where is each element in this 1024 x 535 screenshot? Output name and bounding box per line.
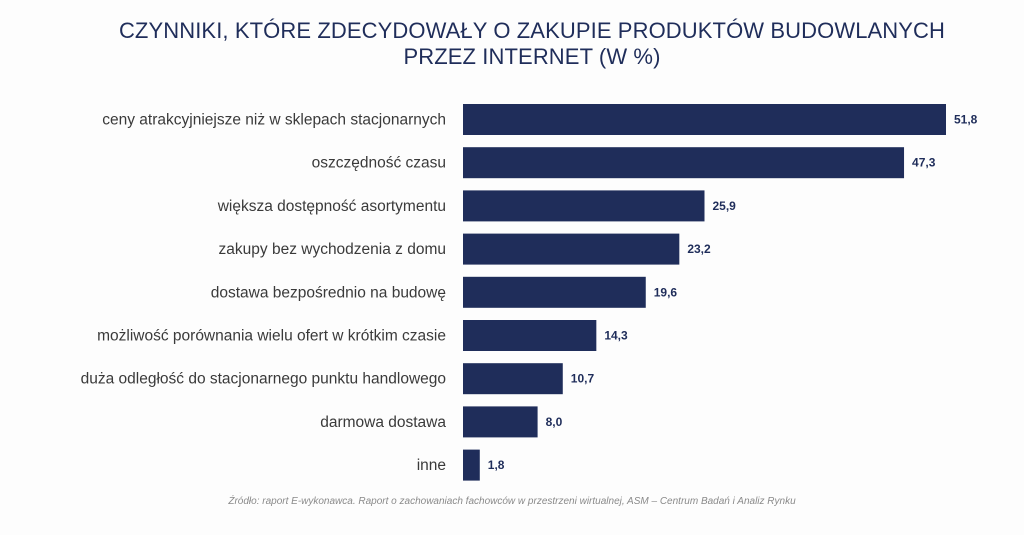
bar [463, 233, 680, 265]
category-label: duża odległość do stacjonarnego punktu h… [81, 371, 446, 388]
bar [463, 449, 480, 481]
value-label: 1,8 [488, 458, 505, 472]
category-label: możliwość porównania wielu ofert w krótk… [97, 328, 446, 345]
bar [463, 147, 905, 179]
bar [463, 190, 705, 222]
category-label: darmowa dostawa [320, 414, 446, 431]
bar [463, 276, 646, 308]
chart-title-line-1: CZYNNIKI, KTÓRE ZDECYDOWAŁY O ZAKUPIE PR… [118, 18, 946, 43]
category-label: inne [417, 457, 446, 474]
bar [463, 320, 597, 351]
category-label: oszczędność czasu [312, 155, 446, 172]
value-label: 10,7 [571, 372, 595, 386]
value-label: 51,8 [954, 113, 978, 127]
chart-title: CZYNNIKI, KTÓRE ZDECYDOWAŁY O ZAKUPIE PR… [40, 18, 1024, 70]
bar [463, 406, 538, 438]
category-label: większa dostępność asortymentu [217, 198, 446, 215]
value-label: 25,9 [713, 199, 737, 213]
value-label: 23,2 [687, 242, 711, 256]
source-note: Źródło: raport E-wykonawca. Raport o zac… [228, 496, 796, 507]
bar [463, 104, 946, 135]
bar [463, 363, 563, 395]
value-label: 14,3 [604, 329, 628, 343]
chart-title-line-2: PRZEZ INTERNET (W %) [403, 44, 661, 69]
category-label: dostawa bezpośrednio na budowę [211, 284, 446, 301]
category-label: ceny atrakcyjniejsze niż w sklepach stac… [102, 112, 446, 129]
value-label: 8,0 [546, 415, 563, 429]
value-label: 19,6 [654, 285, 678, 299]
value-label: 47,3 [912, 156, 936, 170]
category-label: zakupy bez wychodzenia z domu [219, 241, 446, 258]
